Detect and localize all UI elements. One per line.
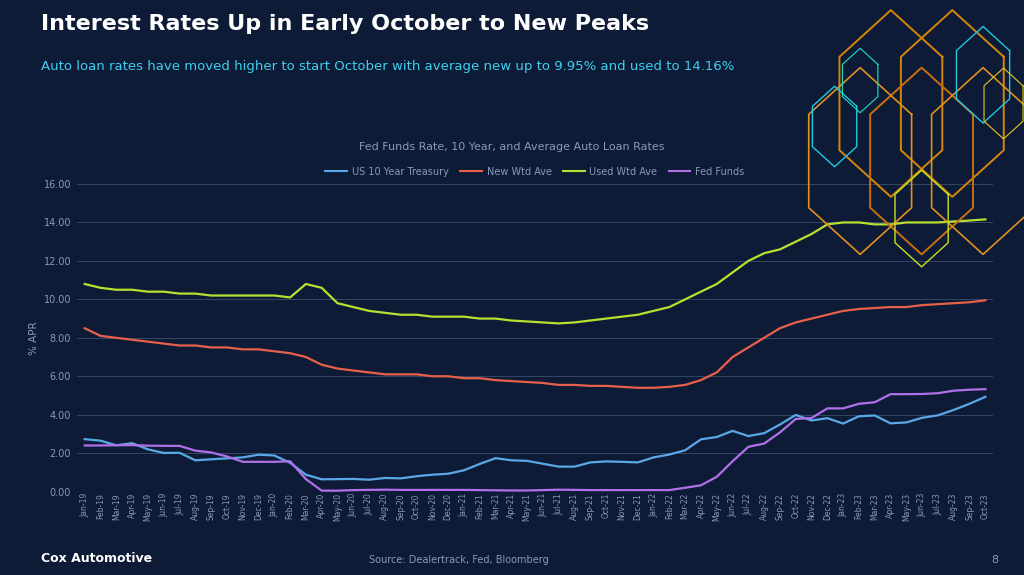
Legend: US 10 Year Treasury, New Wtd Ave, Used Wtd Ave, Fed Funds: US 10 Year Treasury, New Wtd Ave, Used W…: [322, 163, 749, 181]
Text: Auto loan rates have moved higher to start October with average new up to 9.95% : Auto loan rates have moved higher to sta…: [41, 60, 734, 74]
Text: Fed Funds Rate, 10 Year, and Average Auto Loan Rates: Fed Funds Rate, 10 Year, and Average Aut…: [359, 143, 665, 152]
Text: Source: Dealertrack, Fed, Bloomberg: Source: Dealertrack, Fed, Bloomberg: [369, 555, 549, 565]
Y-axis label: % APR: % APR: [30, 321, 40, 355]
Text: Interest Rates Up in Early October to New Peaks: Interest Rates Up in Early October to Ne…: [41, 14, 649, 34]
Text: Cox Automotive: Cox Automotive: [41, 551, 153, 565]
Text: 8: 8: [991, 555, 998, 565]
